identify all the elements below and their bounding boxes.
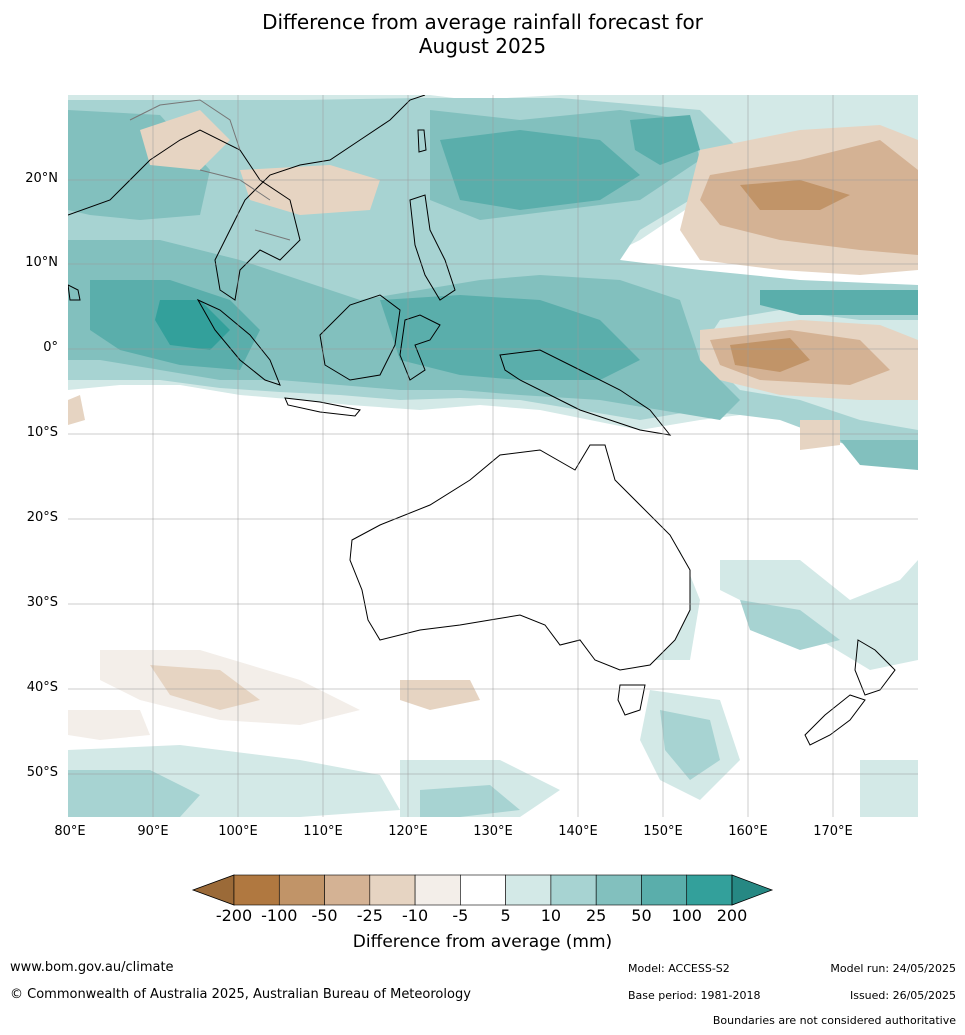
lon-label-150e: 150°E	[643, 824, 683, 839]
colorbar-swatch	[595, 874, 642, 906]
title-line-1: Difference from average rainfall forecas…	[262, 10, 703, 34]
model-run-date: Model run: 24/05/2025	[830, 962, 956, 975]
boundaries-note: Boundaries are not considered authoritat…	[712, 1014, 956, 1027]
colorbar-swatch	[278, 874, 325, 906]
lon-label-120e: 120°E	[388, 824, 428, 839]
colorbar-label: Difference from average (mm)	[352, 932, 613, 952]
lat-label-10n: 10°N	[25, 255, 58, 270]
colorbar-tick-label: 5	[500, 906, 511, 925]
java-landmass	[284, 397, 361, 417]
dry-anomaly-region	[68, 110, 918, 740]
colorbar-tick-label: -10	[402, 906, 429, 925]
lat-label-20n: 20°N	[25, 171, 58, 186]
colorbar-swatch-upper-extend	[731, 874, 774, 906]
map-title: Difference from average rainfall forecas…	[0, 10, 965, 58]
base-period: Base period: 1981-2018	[628, 989, 761, 1002]
lon-label-100e: 100°E	[218, 824, 258, 839]
colorbar-tick-label: 10	[540, 906, 562, 925]
copyright-text: © Commonwealth of Australia 2025, Austra…	[10, 987, 471, 1002]
colorbar-tick-label: -25	[356, 906, 383, 925]
lat-label-50s: 50°S	[26, 765, 58, 780]
lat-label-0: 0°	[43, 340, 58, 355]
lon-label-80e: 80°E	[54, 824, 86, 839]
title-line-2: August 2025	[418, 34, 547, 58]
borneo-landmass	[319, 294, 401, 381]
colorbar-tick-label: 50	[631, 906, 652, 925]
taiwan-landmass	[417, 129, 427, 153]
lon-label-160e: 160°E	[728, 824, 768, 839]
colorbar-tick-label: 100	[671, 906, 702, 925]
new-zealand-south-island	[804, 694, 866, 746]
colorbar-swatch	[369, 874, 416, 906]
model-name: Model: ACCESS-S2	[628, 962, 730, 975]
sumatra-landmass	[196, 298, 281, 386]
colorbar-swatch	[505, 874, 552, 906]
new-zealand-north-island	[854, 639, 896, 696]
colorbar-swatch	[233, 874, 280, 906]
sulawesi-landmass	[399, 314, 441, 381]
lat-label-20s: 20°S	[26, 510, 58, 525]
rainfall-anomaly-map	[68, 95, 918, 817]
new-guinea-landmass	[499, 349, 672, 436]
colorbar-swatch-lower-extend	[191, 874, 235, 906]
colorbar-swatch	[550, 874, 597, 906]
lon-label-90e: 90°E	[137, 824, 169, 839]
colorbar-tick-label: 25	[585, 906, 607, 925]
asia-mainland-coast	[68, 95, 426, 301]
website-link[interactable]: www.bom.gov.au/climate	[10, 960, 174, 975]
colorbar-tick-label: -200	[215, 906, 253, 925]
colorbar-swatch	[414, 874, 461, 906]
colorbar-tick-label: -100	[261, 906, 298, 925]
colorbar-swatch	[324, 874, 371, 906]
lon-label-110e: 110°E	[303, 824, 343, 839]
map-gridlines	[68, 95, 918, 817]
lat-label-40s: 40°S	[26, 680, 58, 695]
issued-date: Issued: 26/05/2025	[849, 989, 956, 1002]
colorbar-swatch	[686, 874, 733, 906]
colorbar-cells	[233, 874, 733, 906]
colorbar-tick-label: -50	[311, 906, 338, 925]
colorbar	[191, 874, 774, 906]
colorbar-swatch	[460, 874, 506, 906]
colorbar-swatch	[641, 874, 688, 906]
colorbar-tick-label: -5	[452, 906, 469, 925]
lon-label-170e: 170°E	[813, 824, 853, 839]
lat-label-30s: 30°S	[26, 595, 58, 610]
lon-label-140e: 140°E	[558, 824, 598, 839]
philippines-landmass	[409, 194, 456, 301]
lat-label-10s: 10°S	[26, 425, 58, 440]
lon-label-130e: 130°E	[473, 824, 513, 839]
sri-lanka-landmass	[68, 284, 81, 301]
colorbar-tick-label: 200	[716, 906, 748, 925]
tasmania-landmass	[617, 684, 646, 716]
australia-landmass	[349, 444, 691, 671]
